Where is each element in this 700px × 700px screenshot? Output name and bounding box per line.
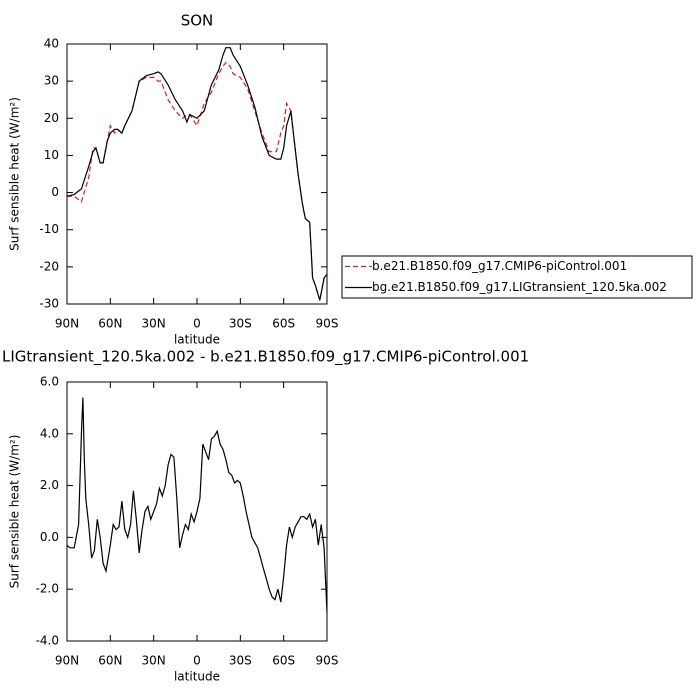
x-tick-label: 90S <box>316 317 339 331</box>
plot-frame <box>66 43 328 305</box>
y-tick-label: 20 <box>44 111 59 125</box>
data-line <box>67 61 328 301</box>
x-tick-label: 60N <box>98 654 122 668</box>
x-tick-label: 60S <box>272 317 295 331</box>
y-tick-label: 0.0 <box>40 530 59 544</box>
x-tick-label: 30S <box>229 317 252 331</box>
y-tick-label: 4.0 <box>40 426 59 440</box>
x-tick-label: 60S <box>272 654 295 668</box>
y-tick-label: 40 <box>44 37 59 51</box>
y-axis-label: Surf sensible heat (W/m²) <box>8 97 22 251</box>
chart-title: LIGtransient_120.5ka.002 - b.e21.B1850.f… <box>2 348 529 367</box>
y-tick-label: 6.0 <box>40 375 59 389</box>
y-tick-label: -4.0 <box>36 634 59 648</box>
data-line <box>66 47 328 301</box>
y-tick-label: -20 <box>39 259 59 273</box>
y-tick-label: 30 <box>44 74 59 88</box>
y-tick-label: -2.0 <box>36 582 59 596</box>
y-tick-label: -10 <box>39 222 59 236</box>
x-tick-label: 90N <box>55 317 79 331</box>
x-tick-label: 30N <box>142 654 166 668</box>
x-tick-label: 30S <box>229 654 252 668</box>
x-tick-label: 30N <box>142 317 166 331</box>
x-tick-label: 90S <box>316 654 339 668</box>
y-tick-label: 2.0 <box>40 478 59 492</box>
y-tick-label: 10 <box>44 148 59 162</box>
x-axis-label: latitude <box>174 333 220 347</box>
legend-label: b.e21.B1850.f09_g17.CMIP6-piControl.001 <box>372 259 627 273</box>
y-tick-label: 0 <box>51 185 59 199</box>
x-axis-label: latitude <box>174 670 220 684</box>
x-tick-label: 90N <box>55 654 79 668</box>
x-tick-label: 0 <box>193 654 201 668</box>
legend-box <box>341 255 693 299</box>
legend-label: bg.e21.B1850.f09_g17.LIGtransient_120.5k… <box>372 280 667 294</box>
chart-title: SON <box>181 12 214 30</box>
y-tick-label: -30 <box>39 297 59 311</box>
x-tick-label: 60N <box>98 317 122 331</box>
x-tick-label: 0 <box>193 317 201 331</box>
data-line <box>66 397 328 613</box>
plot-frame <box>66 381 328 642</box>
y-axis-label: Surf sensible heat (W/m²) <box>8 435 22 589</box>
